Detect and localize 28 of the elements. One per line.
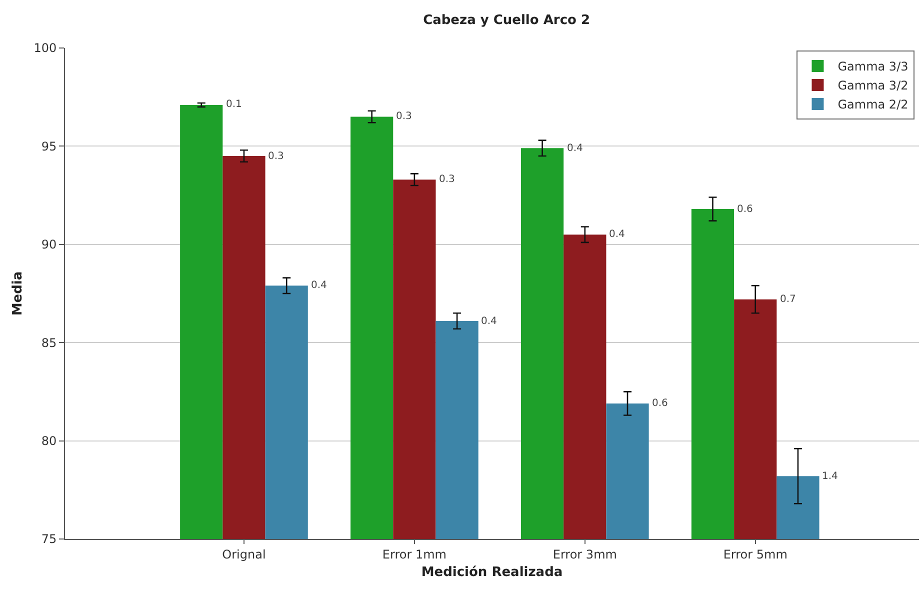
y-tick-label: 75 [41,532,57,546]
chart-title: Cabeza y Cuello Arco 2 [423,13,590,28]
annotation: 0.3 [439,174,455,185]
annotation: 1.4 [822,471,838,482]
annotation: 0.4 [481,316,497,327]
annotation: 0.4 [311,280,327,291]
y-tick-label: 80 [41,434,57,448]
y-tick-label: 95 [41,139,57,154]
x-tick-label: Error 5mm [723,547,788,562]
annotation: 0.3 [396,111,412,122]
legend-label: Gamma 2/2 [838,98,908,112]
x-tick-label: Orignal [222,547,266,562]
annotation: 0.1 [226,99,242,110]
legend-label: Gamma 3/2 [838,78,908,93]
y-axis-title: Media [10,271,26,316]
annotation: 0.7 [780,294,796,305]
annotation: 0.4 [609,229,625,240]
legend-label: Gamma 3/3 [838,60,908,74]
x-axis-title: Medición Realizada [421,565,563,580]
annotation: 0.6 [652,398,668,409]
x-tick-label: Error 3mm [552,547,617,562]
y-tick-label: 85 [41,336,57,350]
y-tick-label: 100 [34,41,57,56]
annotation: 0.6 [737,204,753,215]
annotation: 0.4 [567,143,583,154]
y-tick-label: 90 [41,238,57,252]
annotation: 0.3 [268,151,284,162]
x-tick-label: Error 1mm [382,547,446,562]
